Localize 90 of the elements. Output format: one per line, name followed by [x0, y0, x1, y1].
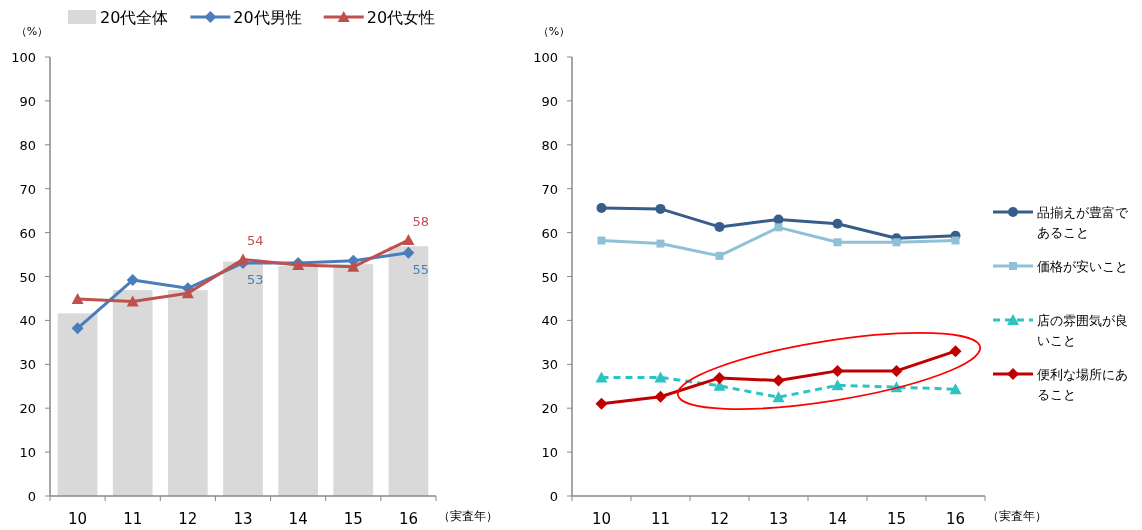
point	[654, 371, 667, 383]
x-tick-label: 12	[178, 510, 198, 528]
point	[126, 274, 139, 287]
x-tick-label: 16	[398, 510, 418, 528]
point	[402, 234, 415, 246]
point	[181, 287, 194, 299]
bar	[112, 290, 153, 496]
y-tick-label: 80	[19, 137, 36, 153]
bar	[278, 265, 318, 496]
bar	[223, 261, 263, 496]
y-axis-title: （%）	[537, 25, 571, 38]
x-tick-label: 13	[233, 510, 253, 528]
y-tick-label: 10	[19, 445, 36, 461]
y-tick-label: 30	[541, 357, 558, 373]
point	[656, 239, 665, 248]
legend-label: 品揃えが豊富であること	[1037, 205, 1129, 240]
data-label: 58	[412, 214, 429, 230]
y-tick-label: 50	[541, 269, 558, 285]
y-tick-label: 40	[19, 313, 36, 329]
point	[654, 390, 667, 403]
bar	[333, 264, 374, 496]
point	[126, 295, 139, 307]
y-tick-label: 100	[11, 50, 36, 65]
point	[949, 383, 962, 395]
legend-label: 店の雰囲気が良いこと	[1037, 313, 1128, 348]
point	[402, 246, 415, 259]
point	[774, 223, 783, 232]
y-tick-label: 20	[541, 401, 558, 417]
y-tick-label: 80	[541, 137, 558, 153]
y-tick-label: 30	[19, 357, 36, 373]
y-tick-label: 0	[27, 489, 36, 504]
x-tick-label: 11	[650, 510, 671, 528]
data-label: 53	[247, 271, 264, 287]
point	[597, 236, 606, 245]
point	[713, 371, 726, 384]
x-tick-label: 13	[768, 510, 789, 528]
point	[833, 238, 842, 247]
point	[71, 292, 84, 304]
point	[890, 364, 903, 377]
y-tick-label: 20	[19, 401, 36, 417]
point	[595, 397, 608, 410]
x-tick-label: 16	[945, 510, 966, 528]
point	[71, 322, 84, 335]
data-label: 54	[247, 233, 264, 249]
x-tick-label: 10	[68, 510, 88, 528]
point	[832, 218, 843, 229]
bar	[168, 290, 208, 496]
x-tick-label: 11	[123, 510, 143, 528]
point	[831, 364, 844, 377]
point	[949, 345, 962, 358]
point	[237, 253, 249, 265]
y-tick-label: 60	[541, 225, 558, 241]
data-label: 55	[412, 261, 429, 277]
x-tick-label: 15	[886, 510, 907, 528]
x-tick-label: 14	[827, 510, 848, 528]
bar	[388, 246, 429, 496]
y-tick-label: 60	[19, 225, 36, 241]
y-tick-label: 40	[541, 313, 558, 329]
point	[772, 374, 785, 387]
y-tick-label: 50	[19, 269, 36, 285]
point	[831, 379, 844, 391]
x-axis-title: （実査年）	[438, 509, 498, 523]
y-axis-title: （%）	[15, 25, 49, 38]
legend-label: 20代女性	[366, 8, 436, 27]
legend-label: 20代男性	[233, 8, 302, 27]
point	[596, 203, 607, 214]
legend-label: 価格が安いこと	[1037, 259, 1128, 274]
y-tick-label: 0	[549, 489, 558, 504]
point	[892, 238, 901, 247]
x-tick-label: 15	[343, 510, 363, 528]
x-axis-title: （実査年）	[987, 509, 1047, 523]
y-tick-label: 70	[19, 181, 36, 197]
y-tick-label: 10	[541, 445, 558, 461]
legend-label: 便利な場所にあること	[1037, 367, 1128, 402]
bar	[57, 313, 98, 496]
point	[715, 251, 724, 260]
legend-label: 20代全体	[100, 8, 169, 27]
y-tick-label: 100	[533, 50, 558, 65]
point	[347, 260, 360, 272]
point	[595, 371, 608, 383]
point	[655, 203, 666, 214]
point	[951, 236, 960, 245]
x-tick-label: 12	[709, 510, 730, 528]
x-tick-label: 10	[591, 510, 612, 528]
point	[772, 391, 785, 403]
y-tick-label: 70	[541, 181, 558, 197]
point	[714, 221, 725, 232]
y-tick-label: 90	[19, 93, 36, 109]
x-tick-label: 14	[288, 510, 308, 528]
y-tick-label: 90	[541, 93, 558, 109]
